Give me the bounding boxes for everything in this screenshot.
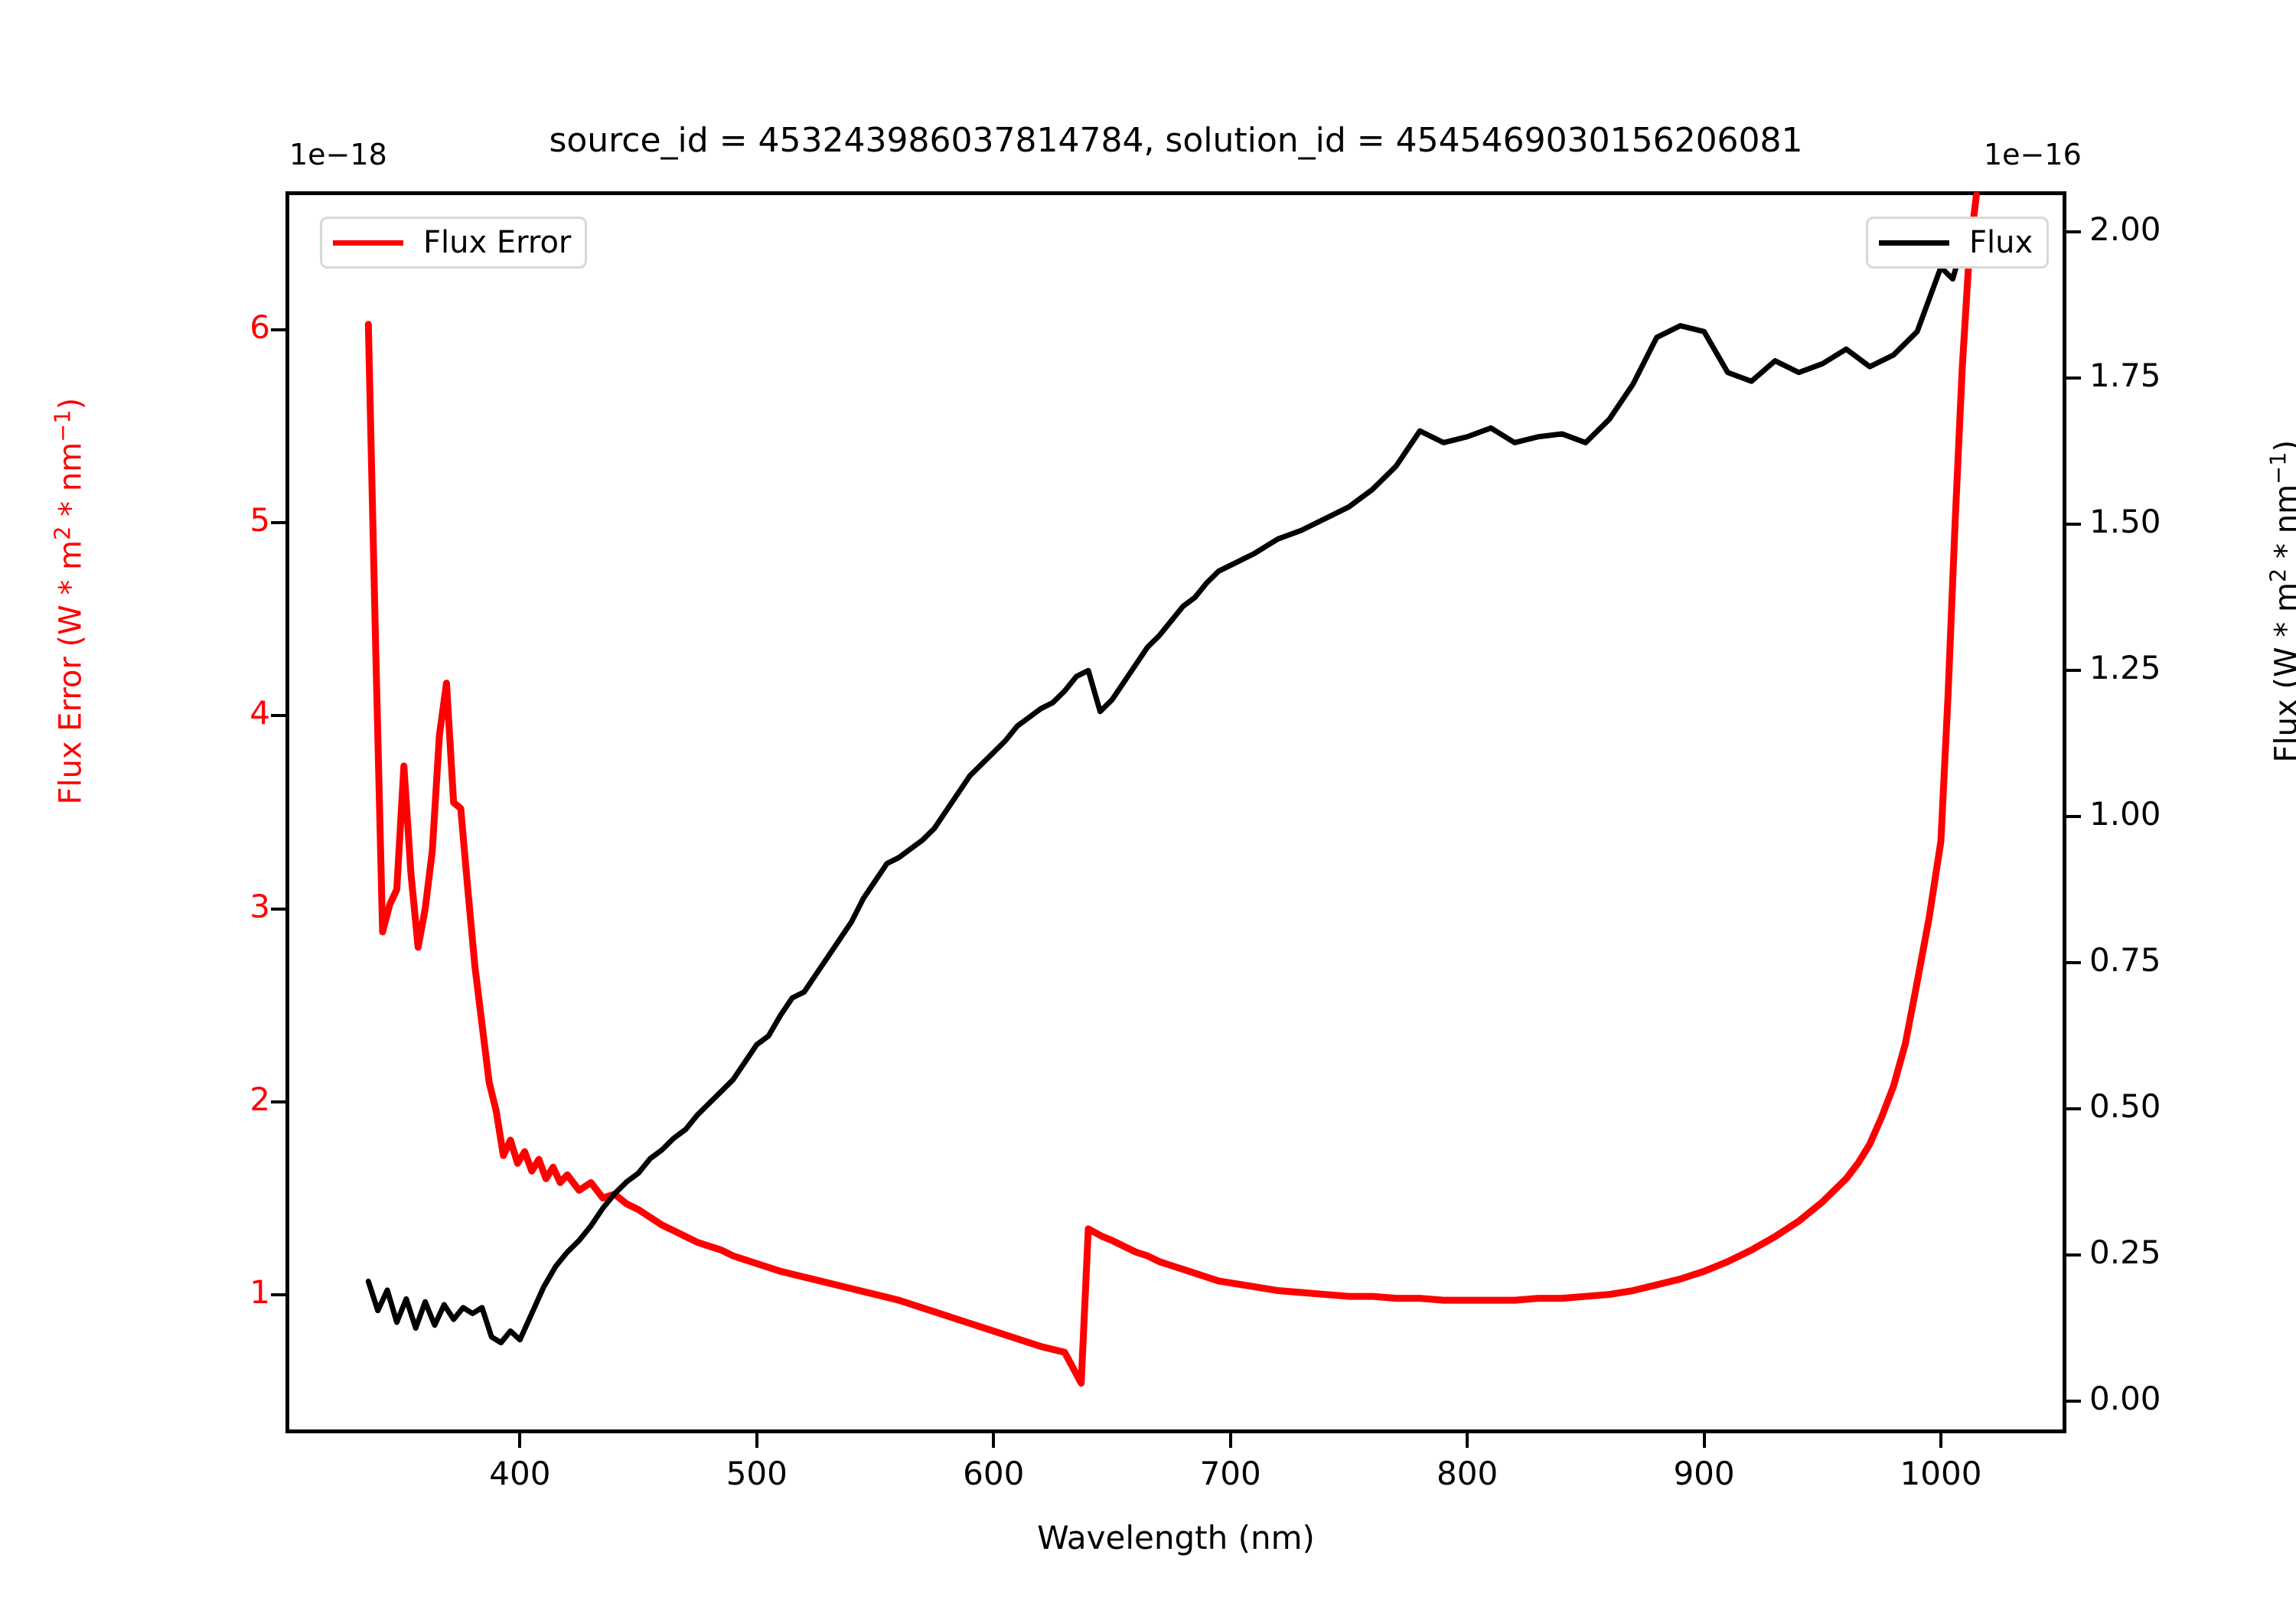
x-axis-tick-mark (1228, 1433, 1232, 1448)
right-axis-tick-label: 1.50 (2089, 503, 2161, 541)
x-axis-tick-label: 900 (1673, 1455, 1735, 1492)
x-axis-tick-label: 700 (1199, 1455, 1261, 1492)
flux-legend[interactable]: Flux (1866, 217, 2050, 269)
x-axis-tick-mark (1939, 1433, 1942, 1448)
left-axis-tick-mark (271, 1292, 285, 1296)
right-axis-tick-mark (2066, 1107, 2081, 1111)
right-axis-label-mid: * nm (2268, 484, 2296, 559)
right-axis-tick-mark (2066, 1399, 2081, 1403)
right-axis-label-sup-neg1: −1 (2265, 451, 2291, 484)
flux-error-legend-label: Flux Error (423, 225, 572, 260)
right-axis-tick-label: 0.00 (2089, 1379, 2161, 1417)
chart-title: source_id = 453243986037814784, solution… (549, 121, 1803, 160)
right-axis-tick-label: 0.50 (2089, 1087, 2161, 1126)
right-axis-label-sup-2: 2 (2265, 568, 2291, 583)
left-axis-label-text: Flux Error (W * m (53, 539, 89, 805)
flux-error-legend-swatch (333, 240, 403, 246)
left-axis-label-sup-neg1: −1 (49, 409, 76, 442)
right-axis-tick-mark (2066, 669, 2081, 673)
plot-axes-frame (285, 191, 2066, 1433)
left-axis-label: Flux Error (W * m2 * nm−1) (49, 372, 88, 831)
right-axis-tick-mark (2066, 376, 2081, 380)
x-axis-tick-label: 1000 (1900, 1455, 1982, 1492)
flux-error-legend[interactable]: Flux Error (320, 217, 588, 269)
x-axis-tick-mark (992, 1433, 996, 1448)
flux-legend-swatch (1879, 240, 1949, 246)
flux-line (365, 223, 1979, 1346)
right-axis-tick-label: 2.00 (2089, 210, 2161, 249)
x-axis-tick-label: 500 (726, 1455, 788, 1492)
x-axis-tick-mark (1466, 1433, 1469, 1448)
x-axis-tick-mark (1702, 1433, 1706, 1448)
left-axis-tick-mark (271, 1100, 285, 1103)
left-axis-label-suffix: ) (53, 397, 89, 410)
left-axis-tick-label: 6 (249, 308, 270, 347)
x-axis-tick-mark (518, 1433, 522, 1448)
right-axis-tick-mark (2066, 1253, 2081, 1257)
left-axis-label-mid: * nm (53, 442, 89, 526)
right-axis-offset-text: 1e−16 (1984, 138, 2082, 171)
left-axis-tick-mark (271, 328, 285, 332)
x-axis-label: Wavelength (nm) (1037, 1519, 1315, 1556)
left-axis-tick-mark (271, 907, 285, 911)
left-axis-tick-label: 4 (249, 694, 270, 732)
right-axis-label: Flux (W * m2 * nm−1) (2265, 372, 2296, 831)
right-axis-tick-mark (2066, 815, 2081, 819)
left-axis-label-sup-2: 2 (49, 526, 76, 540)
x-axis-tick-label: 400 (489, 1455, 551, 1492)
left-axis-tick-label: 3 (249, 887, 270, 925)
left-axis-tick-mark (271, 521, 285, 525)
left-axis-tick-label: 1 (249, 1273, 270, 1311)
x-axis-tick-label: 600 (963, 1455, 1025, 1492)
right-axis-tick-label: 0.25 (2089, 1234, 2161, 1272)
left-axis-offset-text: 1e−18 (289, 138, 387, 171)
right-axis-tick-mark (2066, 523, 2081, 526)
left-axis-tick-label: 2 (249, 1080, 270, 1118)
right-axis-tick-mark (2066, 961, 2081, 965)
right-axis-tick-mark (2066, 230, 2081, 234)
right-axis-tick-label: 1.75 (2089, 357, 2161, 395)
right-axis-tick-label: 0.75 (2089, 941, 2161, 980)
right-axis-label-suffix: ) (2269, 440, 2296, 452)
right-axis-tick-label: 1.00 (2089, 795, 2161, 833)
flux-legend-label: Flux (1969, 225, 2033, 260)
plot-area (364, 191, 1980, 1387)
right-axis-tick-label: 1.25 (2089, 649, 2161, 687)
x-axis-tick-label: 800 (1437, 1455, 1499, 1492)
x-axis-tick-mark (755, 1433, 758, 1448)
right-axis-label-text: Flux (W * m (2268, 582, 2296, 763)
left-axis-tick-label: 5 (249, 501, 270, 539)
left-axis-tick-mark (271, 714, 285, 718)
flux-error-line (364, 191, 1980, 1387)
